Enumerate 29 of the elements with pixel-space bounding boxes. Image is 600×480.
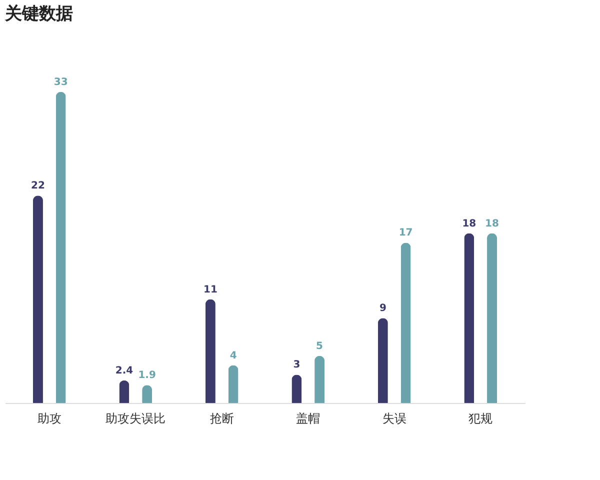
bar: [32, 196, 43, 403]
x-tick-label: 失误: [382, 412, 406, 426]
data-label: 3: [293, 360, 300, 371]
bar: [205, 299, 216, 403]
bar: [378, 318, 388, 403]
data-label: 1.9: [138, 370, 156, 382]
x-tick-label: 犯规: [468, 412, 493, 426]
bar: [314, 356, 325, 403]
data-label: 17: [398, 228, 413, 239]
data-label: 18: [462, 218, 476, 230]
bar: [464, 233, 474, 403]
bar: [487, 233, 498, 403]
bar: [292, 374, 302, 403]
bar: [56, 92, 66, 403]
data-label: 33: [54, 76, 68, 88]
x-tick-label: 抢断: [210, 412, 234, 426]
data-label: 2.4: [115, 365, 134, 376]
bar: [228, 365, 238, 403]
data-label: 18: [485, 218, 500, 230]
x-tick-label: 助攻失误比: [106, 412, 166, 426]
x-tick-label: 助攻: [37, 412, 62, 426]
x-tick-label: 盖帽: [296, 412, 320, 426]
bar: [400, 242, 411, 403]
data-label: 9: [379, 303, 386, 314]
chart-title: 关键数据: [4, 4, 73, 24]
data-label: 11: [203, 284, 218, 296]
data-label: 4: [230, 350, 237, 362]
data-label: 5: [316, 340, 324, 352]
data-label: 22: [31, 180, 45, 192]
